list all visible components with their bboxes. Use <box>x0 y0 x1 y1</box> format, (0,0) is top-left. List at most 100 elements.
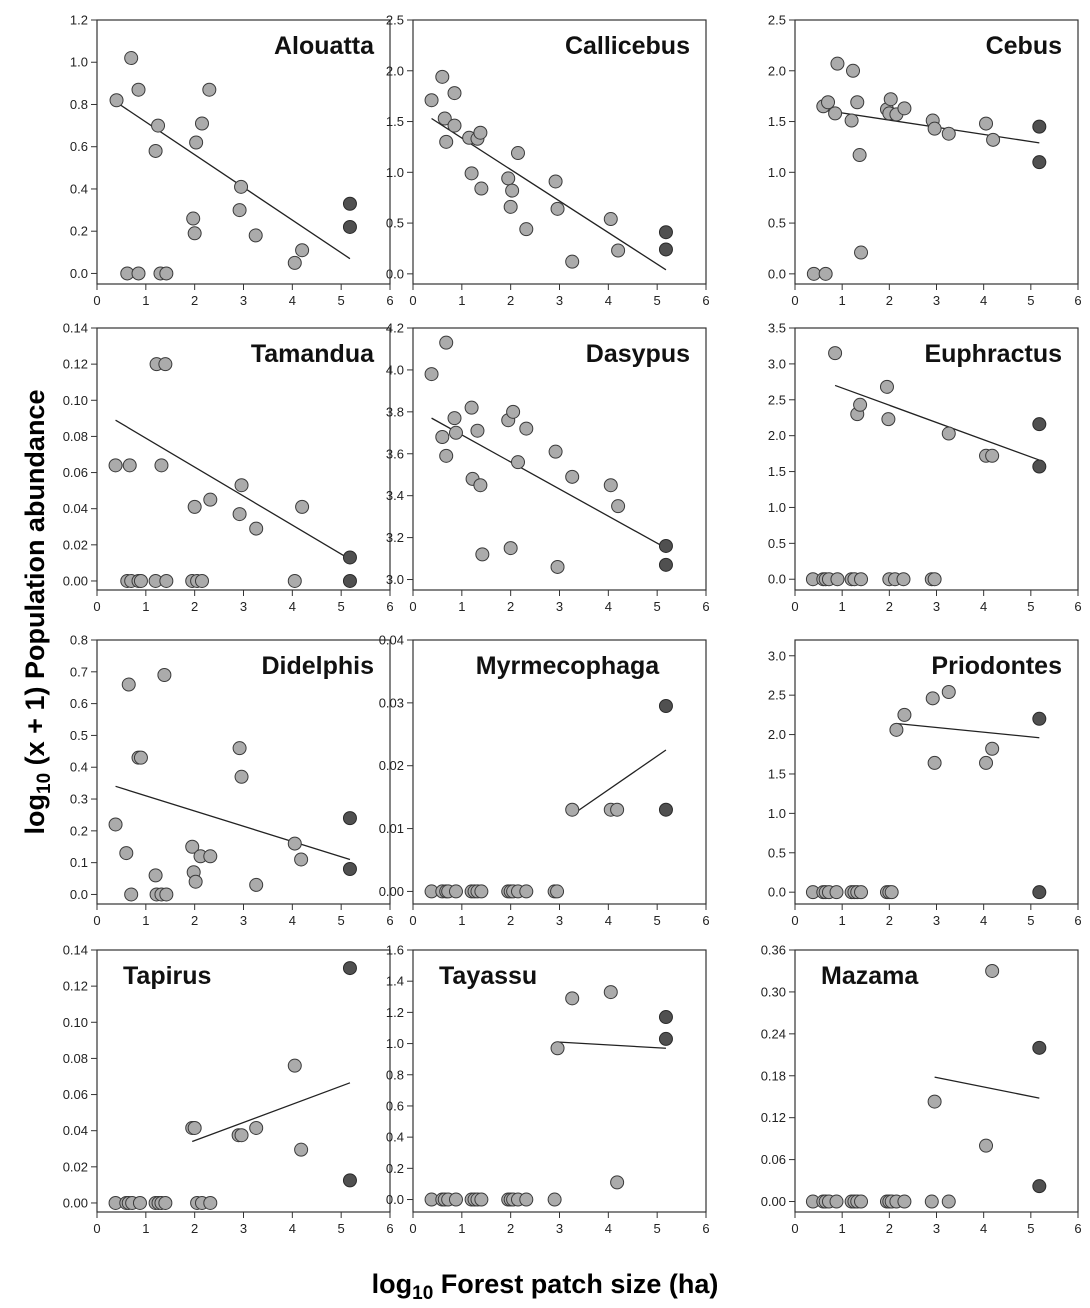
trend-line <box>558 1042 666 1048</box>
data-point <box>425 368 438 381</box>
data-point <box>475 885 488 898</box>
y-tick-label: 0.14 <box>63 321 88 336</box>
data-point <box>611 1176 624 1189</box>
data-point <box>890 723 903 736</box>
data-point <box>249 229 262 242</box>
x-tick-label: 4 <box>289 293 296 308</box>
x-tick-label: 6 <box>1074 599 1081 614</box>
x-tick-label: 4 <box>980 599 987 614</box>
x-tick-label: 1 <box>458 913 465 928</box>
x-tick-label: 3 <box>556 293 563 308</box>
x-tick-label: 3 <box>240 599 247 614</box>
y-tick-label: 0.02 <box>63 1159 88 1174</box>
x-tick-label: 0 <box>93 1221 100 1236</box>
y-tick-label: 0.6 <box>386 1098 404 1113</box>
data-point-continuous <box>343 197 356 210</box>
panel-title: Callicebus <box>565 32 690 60</box>
data-point <box>880 380 893 393</box>
data-point <box>204 493 217 506</box>
data-point-continuous <box>1033 460 1046 473</box>
y-tick-label: 0.08 <box>63 1051 88 1066</box>
x-tick-label: 0 <box>93 599 100 614</box>
y-axis-label: log10 (x + 1) Population abundance <box>20 390 56 835</box>
data-point-continuous <box>1033 1180 1046 1193</box>
data-point <box>604 479 617 492</box>
data-point <box>158 668 171 681</box>
y-tick-label: 3.2 <box>386 530 404 545</box>
y-tick-label: 1.0 <box>768 165 786 180</box>
y-tick-label: 1.5 <box>386 114 404 129</box>
panel-title: Dasypus <box>586 340 690 368</box>
x-tick-label: 5 <box>338 913 345 928</box>
y-tick-label: 4.0 <box>386 362 404 377</box>
x-tick-label: 3 <box>240 293 247 308</box>
panel-title: Didelphis <box>261 652 374 680</box>
data-point <box>942 1195 955 1208</box>
y-tick-label: 2.5 <box>768 392 786 407</box>
trend-line <box>116 786 350 859</box>
y-tick-label: 2.5 <box>768 13 786 28</box>
y-tick-label: 3.6 <box>386 446 404 461</box>
x-tick-label: 1 <box>142 1221 149 1236</box>
data-point <box>134 751 147 764</box>
data-point <box>551 885 564 898</box>
data-point-continuous <box>659 558 672 571</box>
y-tick-label: 0.2 <box>386 1161 404 1176</box>
data-point <box>551 202 564 215</box>
data-point <box>520 223 533 236</box>
y-tick-label: 0.12 <box>63 357 88 372</box>
data-point <box>189 875 202 888</box>
data-point-continuous <box>659 226 672 239</box>
y-tick-label: 0.00 <box>379 884 404 899</box>
data-point <box>898 708 911 721</box>
x-tick-label: 0 <box>791 293 798 308</box>
x-tick-label: 2 <box>507 599 514 614</box>
data-point <box>855 886 868 899</box>
y-tick-label: 3.0 <box>386 572 404 587</box>
data-point <box>204 1196 217 1209</box>
data-point <box>125 52 138 65</box>
data-point <box>942 127 955 140</box>
data-point <box>475 182 488 195</box>
y-tick-label: 0.0 <box>768 885 786 900</box>
y-tick-label: 0.5 <box>768 536 786 551</box>
data-point <box>942 686 955 699</box>
y-tick-label: 1.2 <box>386 1005 404 1020</box>
data-point <box>831 57 844 70</box>
trend-line <box>432 418 666 548</box>
x-tick-label: 3 <box>933 599 940 614</box>
panel-title: Myrmecophaga <box>476 652 660 680</box>
data-point <box>855 1195 868 1208</box>
data-point <box>465 401 478 414</box>
data-point <box>155 459 168 472</box>
panel-tapirus: 0 1 2 3 4 5 60.000.020.040.060.080.100.120.14T… <box>63 943 394 1237</box>
data-point <box>110 94 123 107</box>
panel-title: Tamandua <box>251 340 375 368</box>
data-point <box>548 1193 561 1206</box>
x-tick-label: 0 <box>93 913 100 928</box>
x-tick-label: 3 <box>556 913 563 928</box>
data-point <box>854 398 867 411</box>
x-tick-label: 4 <box>605 599 612 614</box>
x-tick-label: 1 <box>839 599 846 614</box>
data-point <box>296 244 309 257</box>
y-tick-label: 0.18 <box>761 1068 786 1083</box>
x-tick-label: 1 <box>458 293 465 308</box>
y-tick-label: 3.0 <box>768 356 786 371</box>
data-point <box>897 573 910 586</box>
y-tick-label: 1.0 <box>768 500 786 515</box>
y-tick-label: 0.04 <box>63 501 88 516</box>
data-point <box>898 102 911 115</box>
y-tick-label: 0.12 <box>761 1110 786 1125</box>
data-point <box>549 175 562 188</box>
x-tick-label: 4 <box>605 1221 612 1236</box>
x-axis-label: log10 Forest patch size (ha) <box>372 1269 719 1305</box>
data-point <box>611 803 624 816</box>
data-point <box>822 96 835 109</box>
data-point <box>566 803 579 816</box>
x-tick-label: 5 <box>1027 293 1034 308</box>
data-point <box>122 678 135 691</box>
x-tick-label: 1 <box>142 913 149 928</box>
data-point <box>250 522 263 535</box>
x-tick-label: 5 <box>1027 599 1034 614</box>
